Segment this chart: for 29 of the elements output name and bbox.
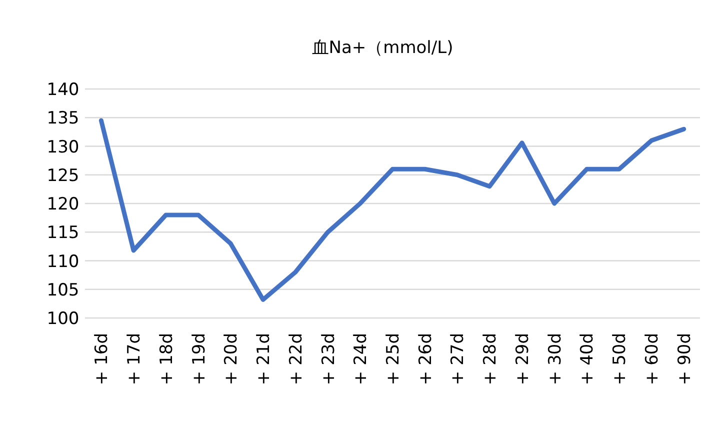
y-tick-label: 120 [46, 194, 80, 214]
x-tick-label: + 30d [545, 333, 566, 386]
x-tick-label: + 60d [642, 333, 662, 386]
chart-title: 血Na+（mmol/L) [312, 38, 454, 58]
x-tick-label: + 16d [92, 333, 112, 386]
y-tick-label: 110 [46, 252, 80, 272]
y-tick-label: 130 [46, 137, 80, 158]
y-tick-label: 100 [46, 309, 80, 329]
x-tick-label: + 19d [189, 333, 210, 386]
x-tick-label: + 40d [578, 333, 598, 386]
x-tick-label: + 24d [351, 333, 372, 386]
x-tick-label: + 90d [674, 333, 695, 386]
x-tick-label: + 21d [254, 333, 274, 386]
x-tick-label: + 50d [610, 333, 630, 386]
x-tick-label: + 28d [480, 333, 501, 386]
x-tick-label: + 26d [416, 333, 436, 386]
y-tick-label: 135 [46, 108, 80, 129]
y-tick-label: 140 [46, 80, 80, 100]
x-tick-label: + 22d [286, 333, 306, 386]
y-tick-label: 125 [46, 166, 80, 186]
x-tick-label: + 20d [222, 333, 242, 386]
y-tick-label: 105 [46, 280, 80, 300]
x-tick-label: + 29d [512, 333, 533, 386]
y-tick-label: 115 [46, 223, 80, 244]
x-tick-label: + 18d [156, 333, 177, 386]
x-tick-label: + 23d [318, 333, 339, 386]
x-tick-label: + 25d [384, 333, 404, 386]
x-tick-label: + 17d [124, 333, 145, 386]
x-tick-label: + 27d [448, 333, 468, 386]
